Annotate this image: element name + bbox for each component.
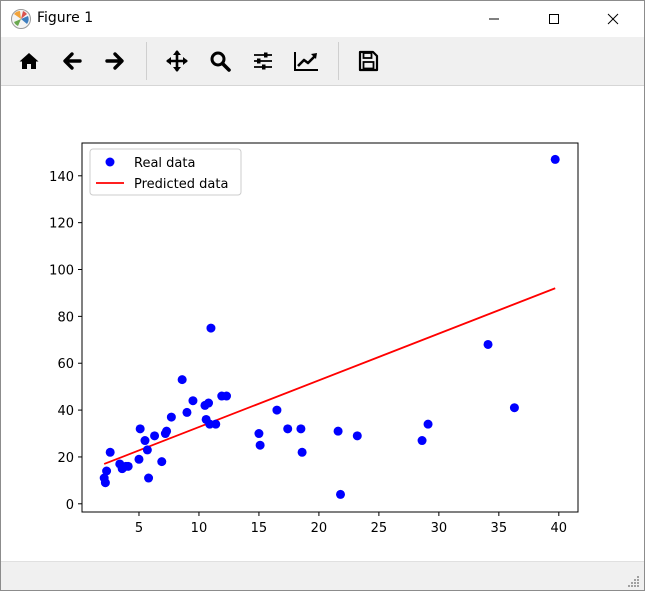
data-point [296,424,306,434]
y-tick-label: 120 [49,217,74,232]
data-point [272,405,282,415]
data-point [333,426,343,436]
data-point [166,412,176,422]
title-bar: Figure 1 [1,1,644,37]
save-button[interactable] [350,44,386,78]
customize-button[interactable] [288,44,324,78]
plot-area [81,142,579,513]
data-point [483,339,493,349]
legend: Real data Predicted data [89,148,242,196]
data-point [297,447,307,457]
data-point [142,445,152,455]
navigation-toolbar [1,37,644,86]
data-point [211,419,221,429]
resize-grip-icon[interactable] [628,575,640,587]
home-button[interactable] [11,44,47,78]
legend-box [89,148,242,196]
matplotlib-figure-icon [10,8,32,30]
data-point [157,457,167,467]
close-icon [607,13,619,25]
data-point [222,391,232,401]
data-point [352,431,362,441]
data-point [283,424,293,434]
legend-label: Predicted data [134,177,228,192]
y-tick-label: 140 [49,170,74,185]
back-button[interactable] [54,44,90,78]
y-tick-label: 20 [57,451,74,466]
data-point [254,429,264,439]
legend-marker [105,157,115,167]
zoom-icon [210,51,231,72]
legend-label: Real data [134,156,195,171]
y-tick-label: 80 [57,310,74,325]
data-point [102,466,112,476]
pan-button[interactable] [159,44,195,78]
x-tick-label: 30 [431,521,448,536]
data-point [550,154,560,164]
sliders-icon [254,52,272,70]
x-tick-label: 15 [251,521,268,536]
forward-button[interactable] [97,44,133,78]
y-axis: 0 20 40 60 80 100 120 140 [49,170,82,513]
line-chart-icon [294,52,318,71]
x-tick-label: 20 [311,521,328,536]
toolbar-separator [338,42,339,80]
data-point [417,436,427,446]
x-tick-label: 25 [371,521,388,536]
y-tick-label: 100 [49,264,74,279]
data-point [144,473,154,483]
x-axis: 5 10 15 20 25 30 35 40 [135,512,567,536]
close-button[interactable] [590,1,636,37]
arrow-left-icon [63,52,82,70]
zoom-button[interactable] [202,44,238,78]
y-tick-label: 40 [57,404,74,419]
home-icon [19,53,39,69]
data-point [140,436,150,446]
y-tick-label: 60 [57,357,74,372]
data-point [177,375,187,385]
figure-canvas[interactable]: 0 20 40 60 80 100 120 140 5 10 15 20 25 30 35 40 Real … [1,86,644,560]
maximize-icon [549,14,559,24]
data-point [509,403,519,413]
x-tick-label: 35 [491,521,508,536]
data-point [105,447,115,457]
data-point [206,323,216,333]
status-bar [1,561,644,590]
subplots-button[interactable] [245,44,281,78]
data-point [204,398,214,408]
plot-marks [99,154,560,499]
data-point [135,424,145,434]
y-tick-label: 0 [66,498,74,513]
x-tick-label: 40 [551,521,568,536]
maximize-button[interactable] [531,1,577,37]
predicted-line [103,287,556,465]
data-point [162,426,172,436]
data-point [335,489,345,499]
arrow-right-icon [105,52,124,70]
data-point [255,440,265,450]
data-point [100,478,110,488]
data-point [188,396,198,406]
minimize-icon [489,18,499,20]
data-point [150,431,160,441]
toolbar-separator [146,42,147,80]
x-tick-label: 5 [135,521,143,536]
data-point [423,419,433,429]
data-point [182,407,192,417]
x-tick-label: 10 [191,521,208,536]
window-title: Figure 1 [37,10,94,26]
move-icon [166,50,188,72]
scatter-plot: 0 20 40 60 80 100 120 140 5 10 15 20 25 30 35 40 Real … [49,142,579,536]
floppy-disk-icon [358,50,379,72]
minimize-button[interactable] [471,1,517,37]
data-point [134,454,144,464]
data-point [123,461,133,471]
